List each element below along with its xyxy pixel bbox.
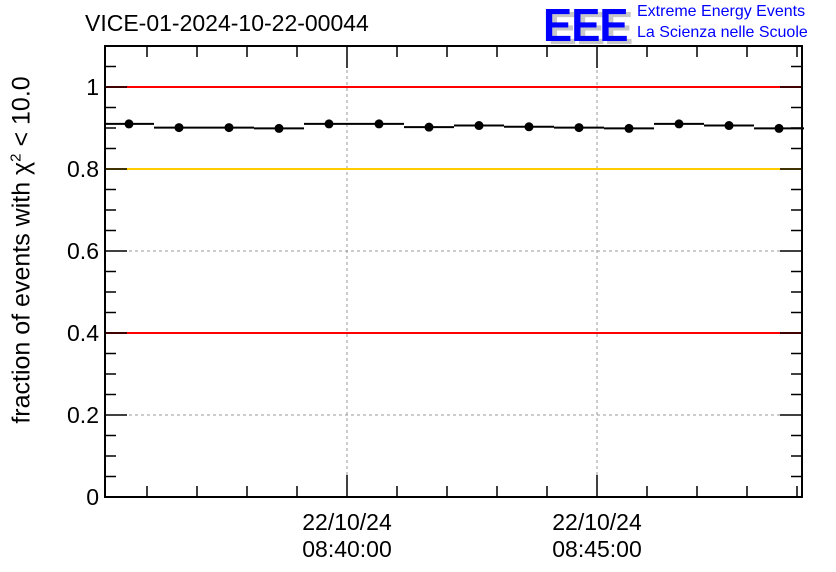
data-point bbox=[574, 123, 584, 133]
logo-line-2: La Scienza nelle Scuole bbox=[637, 24, 808, 41]
x-tick-label-time: 08:45:00 bbox=[552, 536, 642, 562]
data-point bbox=[624, 123, 634, 133]
data-point bbox=[474, 121, 484, 131]
data-point bbox=[774, 123, 784, 133]
data-point bbox=[324, 119, 334, 129]
eee-logo: EEE bbox=[543, 0, 638, 51]
y-tick-label: 0.4 bbox=[67, 320, 99, 346]
data-point bbox=[274, 123, 284, 133]
data-point bbox=[124, 119, 134, 129]
data-point bbox=[424, 122, 434, 132]
y-tick-label: 0.2 bbox=[67, 402, 99, 428]
chart-title: VICE-01-2024-10-22-00044 bbox=[85, 10, 369, 36]
data-point bbox=[374, 119, 384, 129]
y-tick-label: 0.6 bbox=[67, 238, 99, 264]
x-tick-label-date: 22/10/24 bbox=[302, 509, 392, 535]
logo-mark: EEE bbox=[543, 0, 629, 51]
data-point bbox=[224, 123, 234, 133]
data-point bbox=[724, 121, 734, 131]
y-tick-label: 1 bbox=[86, 74, 99, 100]
data-point bbox=[524, 122, 534, 132]
x-tick-label-time: 08:40:00 bbox=[302, 536, 392, 562]
plot-frame bbox=[104, 45, 803, 498]
data-point bbox=[174, 123, 184, 133]
x-tick-label-date: 22/10/24 bbox=[552, 509, 642, 535]
y-tick-label: 0.8 bbox=[67, 156, 99, 182]
y-tick-label: 0 bbox=[86, 484, 99, 510]
logo-line-1: Extreme Energy Events bbox=[637, 3, 806, 20]
data-point bbox=[674, 119, 684, 129]
